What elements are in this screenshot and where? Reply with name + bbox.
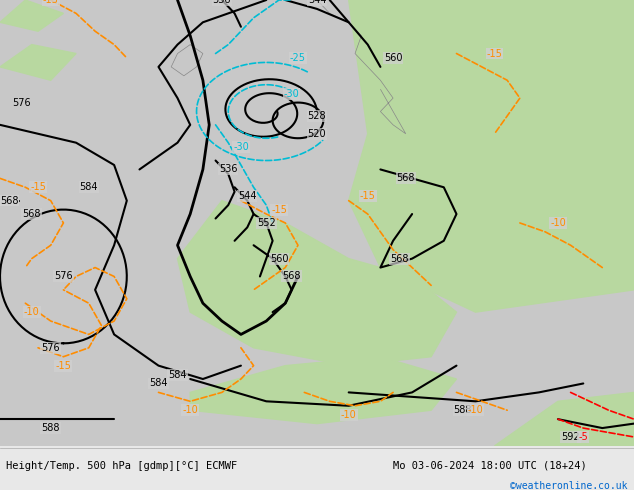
Text: 576: 576 — [54, 271, 73, 281]
Text: 544: 544 — [307, 0, 327, 5]
Text: 568: 568 — [22, 209, 41, 219]
Text: -15: -15 — [271, 204, 287, 215]
Text: -10: -10 — [341, 410, 356, 420]
Text: 588: 588 — [41, 423, 60, 433]
Text: 584: 584 — [168, 369, 187, 380]
Text: -30: -30 — [233, 142, 249, 152]
Text: 536: 536 — [212, 0, 231, 5]
Text: 528: 528 — [307, 111, 327, 121]
Text: 576: 576 — [13, 98, 31, 108]
Text: 520: 520 — [307, 129, 327, 139]
Text: 568: 568 — [396, 173, 415, 183]
Text: -15: -15 — [30, 182, 46, 192]
Text: 560: 560 — [269, 254, 288, 264]
Text: 576: 576 — [41, 343, 60, 353]
Text: 588: 588 — [453, 405, 472, 415]
Polygon shape — [178, 201, 456, 366]
Text: 560: 560 — [384, 53, 403, 63]
Polygon shape — [0, 0, 634, 446]
Text: 568: 568 — [282, 271, 301, 281]
Text: Mo 03-06-2024 18:00 UTC (18+24): Mo 03-06-2024 18:00 UTC (18+24) — [393, 461, 587, 471]
Text: 592: 592 — [561, 432, 580, 442]
Text: -15: -15 — [42, 0, 59, 5]
Polygon shape — [0, 0, 63, 31]
Polygon shape — [495, 392, 634, 446]
Text: -15: -15 — [359, 191, 376, 201]
Text: -10: -10 — [183, 405, 198, 415]
Text: Height/Temp. 500 hPa [gdmp][°C] ECMWF: Height/Temp. 500 hPa [gdmp][°C] ECMWF — [6, 461, 238, 471]
Text: -10: -10 — [24, 307, 39, 317]
Text: 568: 568 — [0, 196, 18, 206]
Text: 544: 544 — [238, 191, 257, 201]
Text: 552: 552 — [257, 218, 276, 228]
Polygon shape — [0, 45, 76, 80]
Text: 568: 568 — [390, 254, 409, 264]
Text: ©weatheronline.co.uk: ©weatheronline.co.uk — [510, 481, 628, 490]
Text: -15: -15 — [486, 49, 503, 58]
Text: -30: -30 — [284, 89, 299, 98]
Text: -10: -10 — [468, 405, 483, 415]
Text: 584: 584 — [79, 182, 98, 192]
Text: -25: -25 — [290, 53, 306, 63]
Polygon shape — [190, 357, 456, 423]
Text: -5: -5 — [578, 432, 588, 442]
Polygon shape — [349, 0, 634, 312]
Text: 584: 584 — [149, 378, 168, 389]
Text: 536: 536 — [219, 165, 238, 174]
Text: -15: -15 — [55, 361, 72, 370]
Text: -10: -10 — [550, 218, 566, 228]
